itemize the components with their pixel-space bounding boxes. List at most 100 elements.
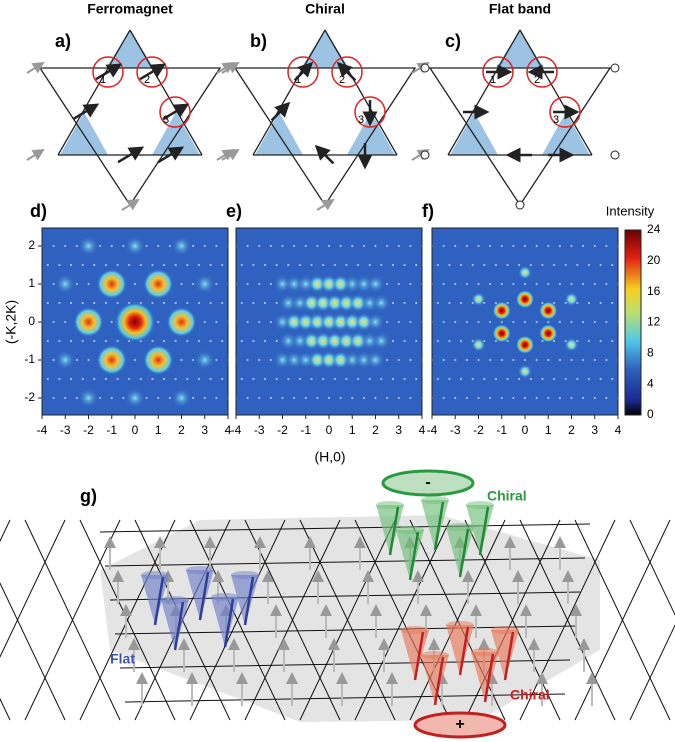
spin-arrow xyxy=(121,198,140,211)
lattice-line xyxy=(447,29,521,156)
bragg-point xyxy=(570,397,573,399)
panel-label: e) xyxy=(226,201,242,221)
bragg-point xyxy=(622,264,625,266)
bragg-point xyxy=(116,378,119,380)
bragg-point xyxy=(368,378,371,380)
site-ring xyxy=(354,96,386,128)
bragg-point xyxy=(139,378,142,380)
bragg-point xyxy=(104,416,107,418)
bragg-point xyxy=(75,397,78,399)
bragg-point xyxy=(310,264,313,266)
bragg-point xyxy=(582,397,585,399)
bragg-point xyxy=(489,245,492,247)
bragg-point xyxy=(232,264,235,266)
lattice-line xyxy=(299,519,396,721)
bragg-point xyxy=(269,245,272,247)
cone-top xyxy=(186,566,214,574)
x-axis-label: (H,0) xyxy=(314,449,345,465)
bragg-point xyxy=(611,264,614,266)
bragg-point xyxy=(500,359,503,361)
spin-arrow xyxy=(503,631,515,681)
bragg-point xyxy=(500,245,503,247)
rotation-ring xyxy=(381,469,475,497)
bragg-point xyxy=(174,378,177,380)
cone-top xyxy=(421,496,449,504)
bragg-point xyxy=(547,283,550,285)
bragg-point xyxy=(582,359,585,361)
bragg-point xyxy=(380,378,383,380)
bragg-point xyxy=(506,416,509,418)
bragg-point xyxy=(535,321,538,323)
bragg-point xyxy=(287,416,290,418)
x-tick-label: -1 xyxy=(106,423,117,437)
bragg-point xyxy=(46,378,49,380)
bragg-point xyxy=(139,264,142,266)
bragg-point xyxy=(215,359,218,361)
bragg-point xyxy=(570,321,573,323)
bragg-point xyxy=(46,302,49,304)
bragg-point xyxy=(186,416,189,418)
bragg-point xyxy=(426,416,429,418)
bragg-point xyxy=(203,245,206,247)
bragg-point xyxy=(58,302,61,304)
bragg-point xyxy=(180,283,183,285)
x-tick-label: 3 xyxy=(201,423,208,437)
x-tick-label: -2 xyxy=(277,423,288,437)
bragg-point xyxy=(460,378,463,380)
open-site xyxy=(610,150,620,160)
bragg-point xyxy=(518,378,521,380)
bragg-point xyxy=(157,245,160,247)
lattice-line xyxy=(0,697,11,721)
site-number: 1 xyxy=(295,74,301,86)
bragg-point xyxy=(298,264,301,266)
site-number: 3 xyxy=(553,114,559,126)
bragg-point xyxy=(582,245,585,247)
bragg-point xyxy=(477,359,480,361)
site-ring xyxy=(287,56,319,88)
intensity-peak xyxy=(366,351,385,369)
bragg-point xyxy=(310,416,313,418)
intensity-peak xyxy=(125,388,145,408)
bragg-point xyxy=(46,264,49,266)
bragg-point xyxy=(64,321,67,323)
bragg-point xyxy=(246,359,249,361)
intensity-peak xyxy=(372,332,391,350)
bragg-point xyxy=(622,416,625,418)
bragg-point xyxy=(70,264,73,266)
bragg-point xyxy=(436,302,439,304)
y-tick-label: 0 xyxy=(28,314,35,328)
bragg-point xyxy=(264,302,267,304)
bragg-point xyxy=(593,321,596,323)
bragg-point xyxy=(322,378,325,380)
bragg-point xyxy=(391,378,394,380)
bragg-point xyxy=(240,264,243,266)
bragg-point xyxy=(524,283,526,285)
bragg-point xyxy=(122,397,125,399)
kagome-triangle xyxy=(255,112,303,155)
bragg-point xyxy=(275,416,278,418)
spin-arrow xyxy=(95,63,123,81)
site-ring xyxy=(136,56,168,88)
bragg-point xyxy=(240,378,243,380)
bragg-point xyxy=(391,416,394,418)
bragg-point xyxy=(163,264,166,266)
bragg-point xyxy=(258,359,261,361)
spin-arrow xyxy=(408,531,420,581)
bragg-point xyxy=(576,264,579,266)
bragg-point xyxy=(304,245,307,247)
lattice-line xyxy=(109,591,581,601)
bragg-point xyxy=(611,378,614,380)
bragg-point xyxy=(391,302,394,304)
bragg-point xyxy=(599,416,602,418)
bragg-point xyxy=(333,378,336,380)
bragg-point xyxy=(593,245,596,247)
bragg-point xyxy=(70,416,73,418)
bragg-point xyxy=(391,264,394,266)
intensity-peak xyxy=(194,274,215,294)
bragg-point xyxy=(232,416,235,418)
bragg-point xyxy=(454,321,457,323)
bragg-point xyxy=(409,397,412,399)
bragg-point xyxy=(483,378,486,380)
bragg-point xyxy=(368,264,371,266)
